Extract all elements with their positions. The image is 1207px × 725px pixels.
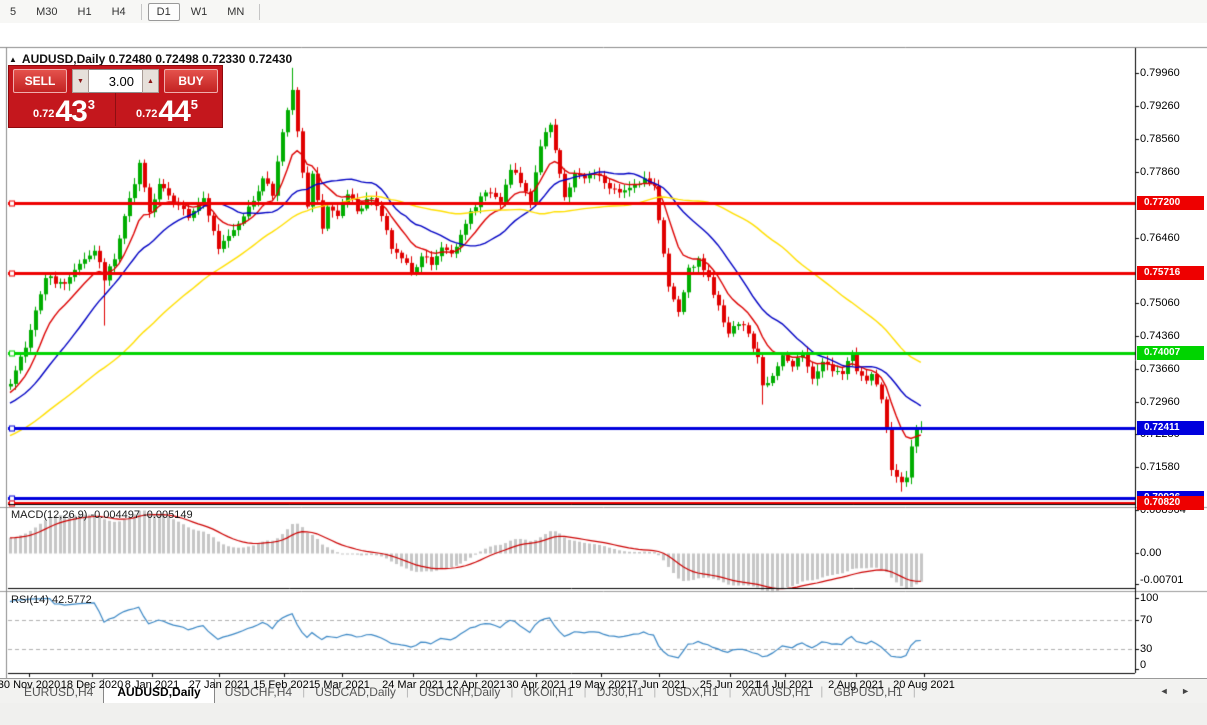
chevron-up-icon: ▲ [147, 77, 154, 85]
chart-tab-usdchf[interactable]: USDCHF,H4 [224, 684, 293, 699]
volume-increase-button[interactable]: ▲ [142, 69, 159, 93]
timeframe-button-5[interactable]: 5 [10, 5, 17, 18]
macd-indicator-label: MACD(12,26,9) -0.004497 -0.005149 [11, 509, 193, 521]
chart-tab-eurusd[interactable]: EURUSD,H4 [24, 684, 94, 699]
toolbar-separator [259, 3, 261, 20]
buy-price-pip: 5 [190, 97, 199, 112]
sell-price-prefix: 0.72 [32, 108, 55, 120]
tab-separator: | [583, 684, 587, 698]
chart-symbol-title: ▲ AUDUSD,Daily 0.72480 0.72498 0.72330 0.… [9, 52, 292, 66]
tab-separator: | [510, 684, 514, 698]
chart-tab-bar: EURUSD,H4 AUDUSD,Daily USDCHF,H4 | USDCAD,Da… [0, 678, 1207, 703]
timeframe-button-h1[interactable]: H1 [77, 5, 92, 18]
buy-price-button[interactable]: 0.72 44 5 [116, 93, 218, 128]
timeframe-button-d1[interactable]: D1 [147, 2, 180, 21]
chevron-down-icon: ▼ [77, 77, 84, 85]
chart-tab-xauusd[interactable]: XAUUSD,H1 [741, 684, 811, 699]
chart-tab-gbpusd[interactable]: GBPUSD,H1 [833, 684, 903, 699]
trading-platform: { "toolbar": { "timeframes": [ {"label":… [0, 0, 1207, 703]
chart-tab-ukoil[interactable]: UKOil,H1 [523, 684, 574, 699]
tab-separator: | [302, 684, 306, 698]
chart-tab-dj30[interactable]: DJ30,H1 [596, 684, 644, 699]
chart-title-text: AUDUSD,Daily 0.72480 0.72498 0.72330 0.7… [21, 52, 293, 66]
timeframe-button-m30[interactable]: M30 [36, 5, 58, 18]
chart-window: ▲ AUDUSD,Daily 0.72480 0.72498 0.72330 0.… [0, 23, 1207, 700]
tab-separator: | [728, 684, 732, 698]
price-chart-canvas[interactable] [0, 46, 1207, 700]
chart-tab-usdx[interactable]: USDX,H1 [666, 684, 719, 699]
timeframe-button-w1[interactable]: W1 [190, 5, 208, 18]
volume-input[interactable] [89, 69, 142, 93]
one-click-trade-panel: SELL ▼ ▲ BUY 0.72 43 3 0.72 44 5 [8, 65, 223, 128]
collapse-trade-panel-icon[interactable]: ▲ [9, 55, 17, 64]
toolbar-separator [140, 3, 142, 20]
chart-tab-audusd[interactable]: AUDUSD,Daily [103, 678, 215, 703]
tab-separator: | [405, 684, 409, 698]
timeframe-button-h4[interactable]: H4 [111, 5, 126, 18]
timeframe-button-mn[interactable]: MN [227, 5, 245, 18]
tab-separator: | [653, 684, 657, 698]
chart-tab-usdcnh[interactable]: USDCNH,Daily [419, 684, 501, 699]
sell-price-button[interactable]: 0.72 43 3 [13, 93, 116, 128]
buy-button[interactable]: BUY [164, 69, 218, 93]
tab-separator: | [820, 684, 824, 698]
sell-price-big: 43 [55, 95, 87, 128]
buy-price-prefix: 0.72 [135, 108, 158, 120]
volume-decrease-button[interactable]: ▼ [72, 69, 89, 93]
tab-scroll-arrows[interactable]: ◄ ► [1159, 686, 1195, 696]
timeframe-toolbar: 5 M30 H1 H4 D1 W1 MN [0, 0, 1207, 24]
buy-price-big: 44 [158, 95, 190, 128]
tab-separator: | [912, 684, 916, 698]
sell-button[interactable]: SELL [13, 69, 67, 93]
sell-price-pip: 3 [87, 97, 96, 112]
rsi-indicator-label: RSI(14) 42.5772 [11, 594, 92, 606]
chart-tab-usdcad[interactable]: USDCAD,Daily [315, 684, 396, 699]
